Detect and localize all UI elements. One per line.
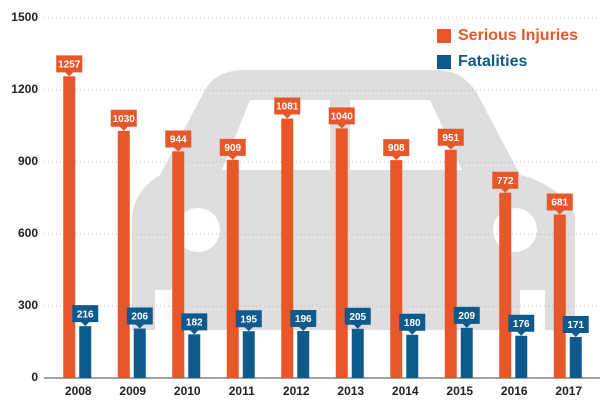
data-label-box [126,307,153,329]
data-label-box [290,309,317,331]
bar [242,331,255,378]
x-tick-label: 2013 [337,384,364,398]
data-label-box [235,310,262,332]
y-tick-label: 1200 [11,82,38,96]
bar [444,149,457,378]
bar [297,330,310,378]
bar [569,336,582,378]
x-tick-label: 2017 [555,384,582,398]
data-label: 206 [131,312,148,323]
data-label-box [328,107,355,129]
data-label-box [453,306,480,328]
x-tick-label: 2016 [501,384,528,398]
bar [79,326,92,378]
x-tick-label: 2008 [65,384,92,398]
data-label: 171 [567,320,584,331]
legend-label: Serious Injuries [458,27,578,44]
x-tick-label: 2014 [392,384,419,398]
legend-label: Fatalities [458,53,527,70]
y-tick-label: 0 [31,370,38,384]
bar [460,327,473,378]
data-label: 182 [186,317,203,328]
bar [281,118,294,378]
x-tick-label: 2011 [229,384,255,398]
data-label: 1030 [113,114,136,125]
y-tick-label: 1500 [11,10,38,24]
legend-swatch [437,29,451,43]
bar [226,159,239,378]
data-label-box [219,138,246,160]
data-label: 951 [442,133,459,144]
data-label-box [72,305,99,327]
x-tick-label: 2009 [119,384,146,398]
data-label-box [546,193,573,215]
data-label-box [562,315,589,337]
data-label-box [110,109,137,131]
data-label: 908 [388,143,405,154]
bar [499,192,512,378]
data-label: 216 [77,309,94,320]
data-label-box [383,139,410,161]
x-tick-label: 2012 [283,384,310,398]
data-label-box [56,55,83,77]
data-label: 209 [458,311,475,322]
data-label-box [437,128,464,150]
bar [172,151,185,378]
y-tick-label: 600 [18,226,38,240]
data-label: 681 [551,198,568,209]
data-label-box [399,313,426,335]
legend-swatch [437,55,451,69]
y-tick-label: 900 [18,154,38,168]
data-label: 1257 [58,59,81,70]
data-label-box [344,307,371,329]
data-label-box [492,171,519,193]
bar [351,328,364,378]
bar [553,214,566,378]
data-label: 176 [513,319,530,330]
bar [133,328,146,378]
data-label: 1040 [331,112,354,123]
data-label: 772 [497,176,514,187]
bar [406,334,419,378]
y-tick-label: 300 [18,298,38,312]
bar [390,160,403,378]
x-tick-label: 2015 [446,384,473,398]
bar [63,76,76,378]
bar [515,335,528,378]
data-label-box [181,313,208,335]
bar [335,128,348,378]
bar [117,130,130,378]
data-label: 944 [170,135,187,146]
data-label-box [165,130,192,152]
x-tick-label: 2010 [174,384,201,398]
data-label-box [508,314,535,336]
data-label: 205 [349,312,366,323]
data-label: 909 [224,143,241,154]
data-label: 195 [240,314,257,325]
data-label-box [274,97,301,119]
data-label: 1081 [276,102,299,113]
bar [188,334,201,378]
data-label: 180 [404,318,421,329]
data-label: 196 [295,314,312,325]
